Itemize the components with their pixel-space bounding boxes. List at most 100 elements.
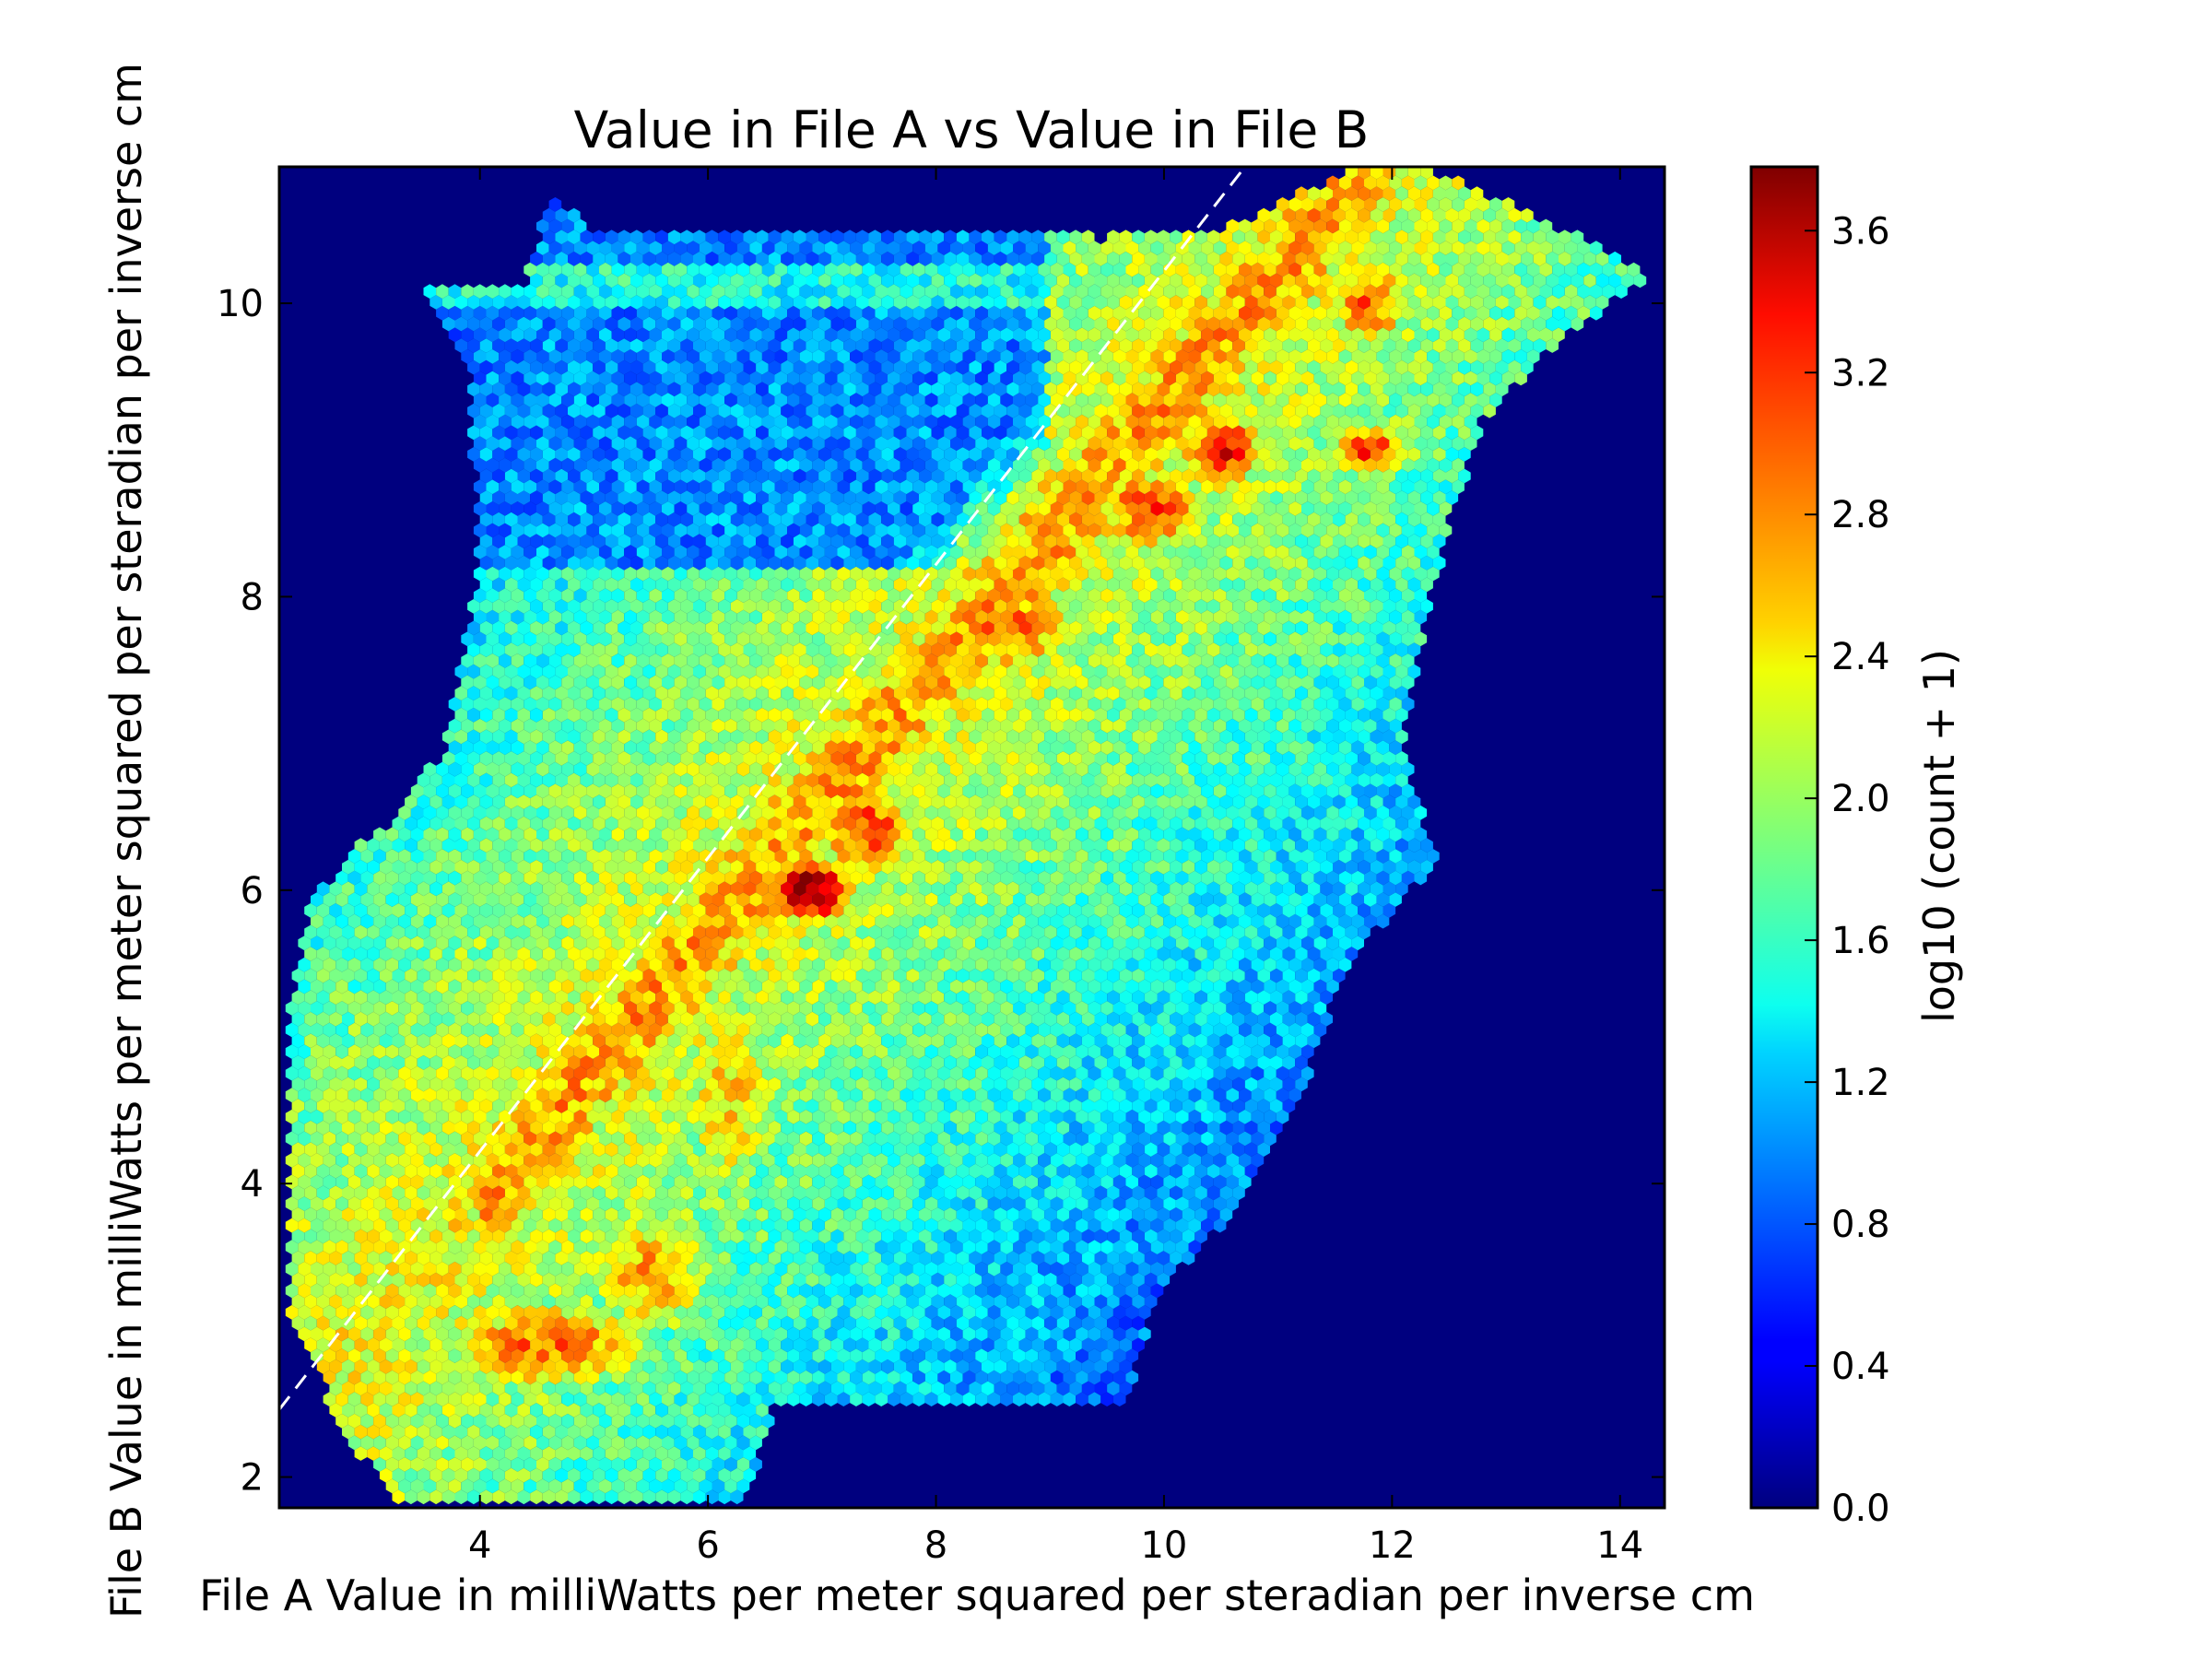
hex-cell	[812, 1392, 825, 1406]
hex-cell	[342, 1337, 355, 1353]
hex-cell	[624, 1457, 637, 1472]
hex-cell	[599, 1435, 612, 1451]
hex-cell	[492, 1467, 505, 1483]
hex-cell	[473, 1326, 487, 1342]
hex-cell	[712, 1392, 725, 1406]
hex-cell	[504, 1403, 518, 1418]
hex-cell	[441, 1424, 455, 1440]
hex-cell	[730, 1489, 744, 1505]
hex-cell	[392, 1446, 406, 1461]
hex-cell	[392, 1424, 406, 1440]
hex-cell	[448, 1370, 462, 1385]
hex-cell	[536, 1457, 549, 1472]
hex-cell	[736, 1370, 750, 1385]
hex-cell	[1038, 1348, 1051, 1363]
hex-cell	[436, 1435, 449, 1451]
hex-cell	[667, 1424, 681, 1440]
hex-cell	[806, 1381, 819, 1396]
hex-cell	[781, 1337, 794, 1353]
hex-cell	[843, 1315, 856, 1331]
hex-cell	[347, 1348, 361, 1363]
hex-cell	[354, 1337, 368, 1353]
hex-cell	[323, 1305, 336, 1320]
hex-cell	[630, 1359, 643, 1374]
hex-cell	[568, 1337, 581, 1353]
hex-cell	[561, 1370, 574, 1385]
hex-cell	[749, 1435, 762, 1451]
hex-cell	[919, 1337, 932, 1353]
hex-cell	[642, 1424, 656, 1440]
hex-cell	[479, 1467, 493, 1483]
hex-cell	[436, 1326, 449, 1342]
hex-cell	[417, 1315, 430, 1331]
hex-cell	[962, 1348, 976, 1363]
hex-cell	[530, 1403, 543, 1418]
hex-cell	[712, 1435, 725, 1451]
hex-cell	[580, 1467, 594, 1483]
hex-cell	[517, 1315, 531, 1331]
hex-cell	[1100, 1326, 1113, 1342]
hex-cell	[548, 1370, 562, 1385]
hex-cell	[699, 1370, 712, 1385]
hex-cell	[461, 1435, 474, 1451]
hex-cell	[712, 1348, 725, 1363]
hex-cell	[1125, 1326, 1139, 1342]
hex-cell	[316, 1315, 330, 1331]
hex-cell	[655, 1489, 668, 1505]
hex-cell	[1081, 1337, 1095, 1353]
hex-cell	[649, 1457, 662, 1472]
hex-cell	[937, 1326, 950, 1342]
hex-cell	[705, 1381, 719, 1396]
hex-cell	[573, 1326, 587, 1342]
hex-cell	[573, 1457, 587, 1472]
hex-cell	[680, 1489, 693, 1505]
hex-cell	[756, 1381, 769, 1396]
hex-cell	[994, 1315, 1007, 1331]
hex-cell	[367, 1381, 380, 1396]
hex-cell	[517, 1403, 531, 1418]
hex-cell	[586, 1392, 599, 1406]
hex-cell	[373, 1305, 386, 1320]
hex-cell	[1044, 1359, 1057, 1374]
hex-cell	[1063, 1392, 1077, 1406]
hex-cell	[893, 1381, 907, 1396]
hex-cell	[950, 1326, 963, 1342]
hex-cell	[743, 1359, 757, 1374]
hex-cell	[618, 1403, 630, 1418]
hex-cell	[875, 1370, 888, 1385]
hex-cell	[818, 1337, 831, 1353]
hex-cell	[749, 1392, 762, 1406]
hex-cell	[693, 1359, 706, 1374]
hex-cell	[781, 1359, 794, 1374]
hex-cell	[667, 1315, 681, 1331]
hex-cell	[1038, 1326, 1051, 1342]
hex-cell	[454, 1381, 468, 1396]
hex-cell	[705, 1403, 719, 1418]
hex-cell	[429, 1467, 442, 1483]
hex-cell	[329, 1381, 342, 1396]
hex-cell	[1119, 1315, 1133, 1331]
hex-cell	[680, 1381, 693, 1396]
hex-cell	[467, 1489, 480, 1505]
hex-cell	[479, 1489, 493, 1505]
hex-cell	[768, 1337, 782, 1353]
hex-cell	[561, 1435, 574, 1451]
hex-cell	[812, 1326, 825, 1342]
hex-cell	[1081, 1315, 1095, 1331]
hex-cell	[593, 1337, 606, 1353]
hex-cell	[405, 1467, 418, 1483]
hex-cell	[311, 1305, 324, 1320]
hex-cell	[304, 1315, 317, 1331]
hex-cell	[761, 1413, 775, 1429]
hex-cell	[398, 1457, 411, 1472]
hex-cell	[436, 1392, 449, 1406]
hex-cell	[687, 1392, 700, 1406]
hex-cell	[950, 1348, 963, 1363]
hex-cell	[392, 1467, 406, 1483]
hex-cell	[511, 1326, 524, 1342]
hex-cell	[304, 1337, 317, 1353]
hex-cell	[573, 1413, 587, 1429]
hex-cell	[1119, 1381, 1133, 1396]
hex-cell	[969, 1315, 982, 1331]
hex-cell	[850, 1392, 863, 1406]
